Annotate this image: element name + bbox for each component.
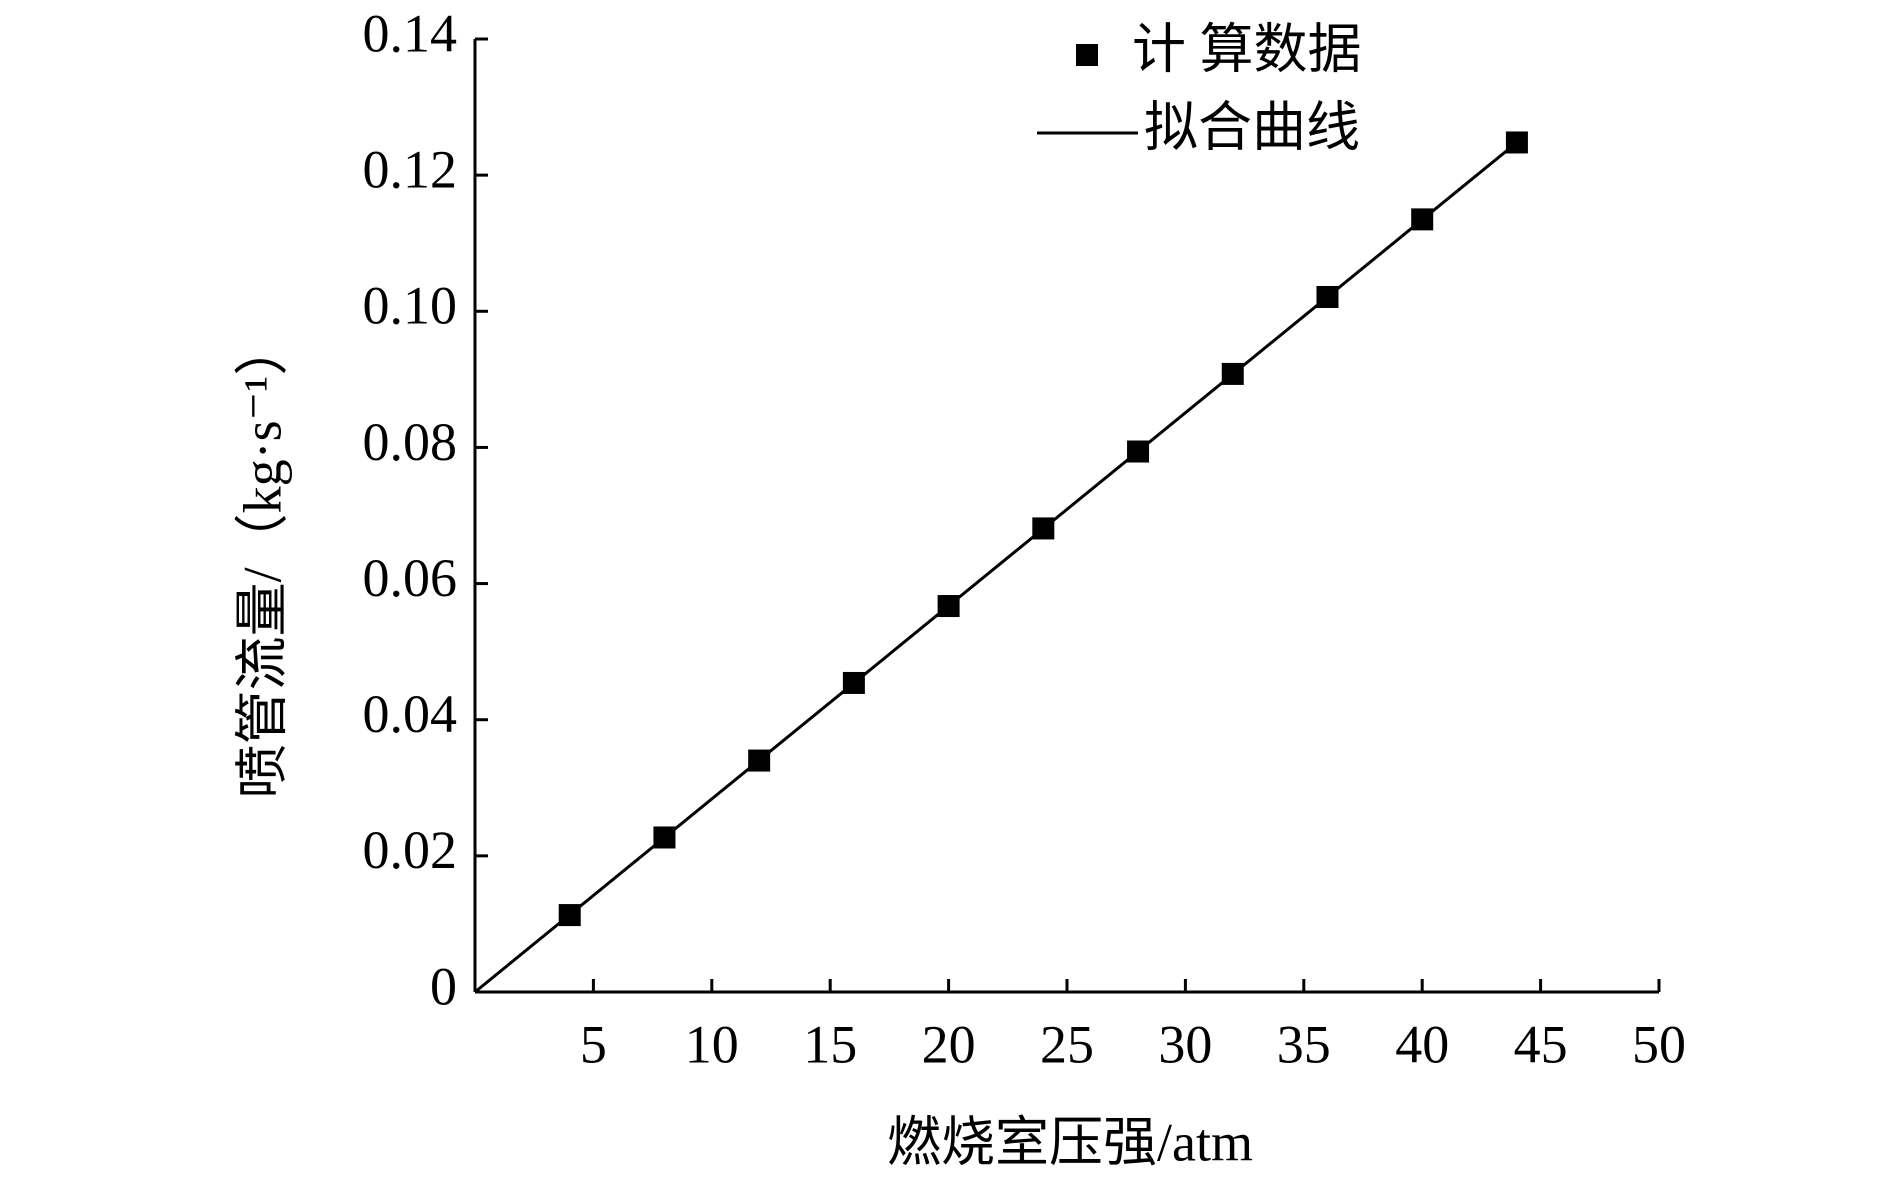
y-tick-label: 0	[430, 956, 457, 1016]
x-tick-label: 15	[803, 1014, 857, 1074]
y-tick-label: 0.06	[363, 548, 458, 608]
x-tick-label: 40	[1395, 1014, 1449, 1074]
y-tick-label: 0.10	[363, 276, 458, 336]
fit-line	[474, 141, 1518, 994]
x-axis-title: 燃烧室压强/atm	[887, 1112, 1253, 1172]
y-axis-title: 喷管流量/（kg·s⁻¹）	[232, 322, 292, 799]
x-tick-label: 50	[1632, 1014, 1686, 1074]
x-tick-label: 30	[1158, 1014, 1212, 1074]
y-tick-label: 0.12	[363, 140, 458, 200]
y-tick-label: 0.08	[363, 412, 458, 472]
x-tick-label: 20	[922, 1014, 976, 1074]
legend-label: 拟合曲线	[1144, 97, 1360, 157]
x-tick-label: 5	[580, 1014, 607, 1074]
y-tick-label: 0.02	[363, 820, 458, 880]
x-tick-label: 10	[685, 1014, 739, 1074]
legend-label: 计 算数据	[1132, 19, 1362, 79]
x-tick-label: 45	[1514, 1014, 1568, 1074]
legend-marker	[1076, 44, 1098, 66]
y-tick-label: 0.14	[363, 3, 458, 63]
x-tick-label: 25	[1040, 1014, 1094, 1074]
x-tick-label: 35	[1277, 1014, 1331, 1074]
y-tick-label: 0.04	[363, 684, 458, 744]
